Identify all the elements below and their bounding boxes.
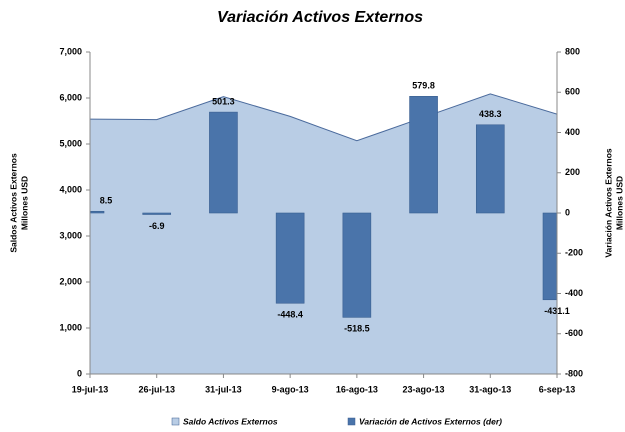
y2-tick-label: -600 [565,328,583,338]
data-label: 438.3 [479,109,502,119]
bar [90,210,105,214]
x-tick-label: 26-jul-13 [138,384,175,394]
x-tick-label: 9-ago-13 [272,384,309,394]
y-tick-label: 6,000 [59,92,82,102]
y-axis-label: Millones USD [19,176,29,230]
legend-swatch [347,417,356,426]
y2-tick-label: 0 [565,207,570,217]
legend-swatch [171,417,180,426]
y2-tick-label: -200 [565,248,583,258]
bar [142,212,172,215]
data-label: -518.5 [344,324,370,334]
chart-title: Variación Activos Externos [217,9,423,26]
bar [209,111,238,214]
bar [475,124,505,214]
x-tick-label: 16-ago-13 [336,384,378,394]
y2-tick-label: 400 [565,127,580,137]
area-line [90,93,557,142]
y2-tick-label: -400 [565,288,583,298]
area [90,93,557,374]
x-tick-label: 6-sep-13 [539,384,576,394]
y-tick-label: 2,000 [59,276,82,286]
plot-area [90,93,557,374]
x-tick-label: 23-ago-13 [403,384,445,394]
y2-tick-label: 200 [565,167,580,177]
data-label: -6.9 [149,221,165,231]
y-tick-label: 5,000 [59,138,82,148]
y2-axis-label: Variación Activos Externos [603,148,613,258]
data-label: 501.3 [212,96,235,106]
y-axis-label: Saldos Activos Externos [8,153,18,253]
y2-axis-label: Millones USD [614,176,624,230]
data-label: 579.8 [412,81,435,91]
y2-tick-label: 800 [565,46,580,56]
x-tick-label: 31-ago-13 [469,384,511,394]
data-label: -448.4 [277,310,303,320]
legend-label: Variación de Activos Externos (der) [359,416,502,426]
y-tick-label: 4,000 [59,184,82,194]
y-tick-label: 1,000 [59,322,82,332]
legend-label: Saldo Activos Externos [183,416,278,426]
x-tick-label: 31-jul-13 [205,384,242,394]
bar [542,212,557,301]
bar [409,96,438,214]
bar [275,212,305,304]
x-tick-label: 19-jul-13 [72,384,109,394]
y2-tick-label: 600 [565,87,580,97]
y-tick-label: 3,000 [59,230,82,240]
bar [342,212,372,318]
y-tick-label: 7,000 [59,46,82,56]
y-tick-label: 0 [77,368,82,378]
data-label: 8.5 [100,196,113,206]
y2-tick-label: -800 [565,368,583,378]
